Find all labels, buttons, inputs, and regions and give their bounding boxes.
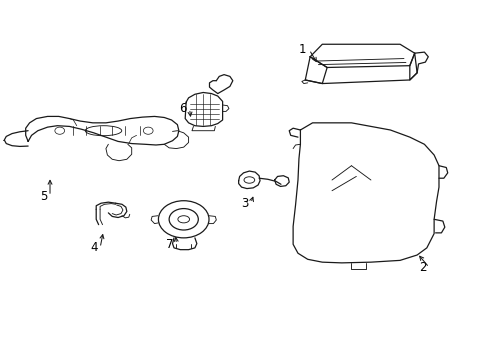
Text: 4: 4 xyxy=(90,241,97,255)
Text: 5: 5 xyxy=(40,190,47,203)
Text: 2: 2 xyxy=(418,261,426,274)
Text: 6: 6 xyxy=(179,102,186,115)
Text: 3: 3 xyxy=(240,197,248,210)
Text: 7: 7 xyxy=(166,238,174,251)
Text: 1: 1 xyxy=(299,43,306,56)
